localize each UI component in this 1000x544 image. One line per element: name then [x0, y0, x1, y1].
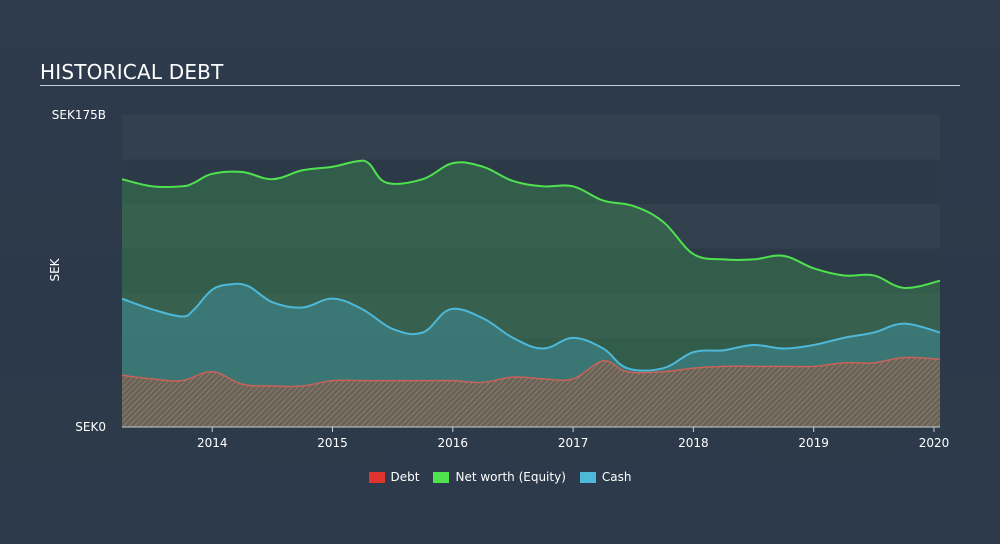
y-axis-label: SEK — [48, 257, 62, 281]
grid-band — [122, 115, 940, 160]
legend-label-cash: Cash — [601, 470, 632, 484]
x-tick-label: 2016 — [438, 436, 469, 450]
axes: 2014 2015 2016 2017 2018 2019 2020 SEK0 SEK175B — [52, 108, 949, 450]
legend-item-debt[interactable]: Debt — [368, 468, 420, 486]
legend-swatch-net-worth — [433, 471, 450, 483]
x-tick-label: 2019 — [798, 436, 829, 450]
x-tick-label: 2020 — [919, 436, 950, 450]
x-tick-label: 2018 — [678, 436, 709, 450]
title-divider — [40, 85, 960, 86]
line-net-worth-equity — [121, 159, 941, 289]
legend-item-net-worth[interactable]: Net worth (Equity) — [433, 468, 566, 486]
y-tick-label: SEK175B — [52, 108, 106, 122]
chart-title: HISTORICAL DEBT — [40, 60, 224, 84]
series-areas — [122, 160, 940, 427]
legend-label-net-worth: Net worth (Equity) — [455, 470, 566, 484]
series-lines — [121, 159, 941, 388]
line-cash — [121, 282, 941, 372]
legend-swatch-cash — [579, 471, 596, 483]
x-tick-label: 2015 — [317, 436, 348, 450]
x-tick-label: 2014 — [197, 436, 228, 450]
legend-item-cash[interactable]: Cash — [579, 468, 632, 486]
line-debt — [121, 356, 941, 388]
x-tick-label: 2017 — [558, 436, 589, 450]
y-tick-label: SEK0 — [75, 420, 106, 434]
legend-label-debt: Debt — [390, 470, 420, 484]
area-debt — [122, 357, 940, 427]
legend-swatch-debt — [368, 471, 385, 483]
legend: Debt Net worth (Equity) Cash — [0, 468, 1000, 486]
